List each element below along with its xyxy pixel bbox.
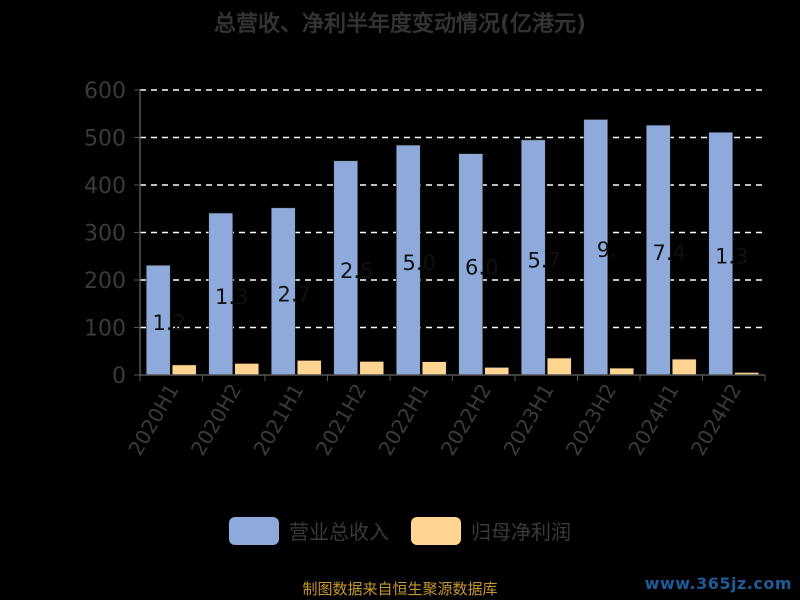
x-tick-label: 2024H1 (623, 380, 683, 460)
y-tick-label: 400 (84, 174, 126, 199)
y-tick-label: 300 (84, 222, 126, 247)
x-tick-label: 2020H1 (123, 380, 183, 460)
data-label: 1.3 (715, 245, 748, 269)
data-label: 9. (597, 238, 617, 262)
legend-item-net-profit[interactable]: 归母净利润 (411, 516, 571, 545)
x-tick-label: 2022H2 (436, 380, 496, 460)
data-label: 2.5 (340, 259, 373, 283)
x-tick-label: 2024H2 (686, 380, 746, 460)
data-label: 6.0 (465, 255, 498, 279)
y-tick-label: 500 (84, 127, 126, 152)
legend-swatch-revenue (229, 516, 279, 545)
bar-net-profit (421, 361, 447, 376)
y-tick-label: 0 (112, 364, 126, 389)
x-tick-label: 2020H2 (186, 380, 246, 460)
bar-net-profit (484, 367, 510, 376)
bar-revenue (333, 160, 359, 376)
y-tick-label: 100 (84, 317, 126, 342)
data-label: 5.0 (403, 251, 436, 275)
x-tick-label: 2023H1 (498, 380, 558, 460)
bar-revenue (145, 264, 171, 376)
data-label: 1.2 (153, 311, 186, 335)
bar-net-profit (359, 361, 385, 376)
y-tick-label: 200 (84, 269, 126, 294)
data-label: 1.3 (215, 285, 248, 309)
bar-revenue (520, 139, 546, 376)
legend-label-net-profit: 归母净利润 (471, 520, 571, 544)
bar-revenue (583, 119, 609, 376)
source-note: 制图数据来自恒生聚源数据库 (302, 580, 498, 598)
x-tick-label: 2021H2 (311, 380, 371, 460)
bar-net-profit (546, 357, 572, 376)
bar-revenue (208, 212, 234, 376)
data-label: 2.7 (278, 282, 311, 306)
x-tick-label: 2023H2 (561, 380, 621, 460)
y-tick-label: 600 (84, 79, 126, 104)
bars-layer (145, 119, 760, 376)
bar-net-profit (609, 367, 635, 376)
bar-revenue (458, 153, 484, 376)
data-label: 5.7 (528, 248, 561, 272)
chart-title: 总营收、净利半年度变动情况(亿港元) (213, 12, 587, 37)
x-tick-label: 2021H1 (248, 380, 308, 460)
legend-item-revenue[interactable]: 营业总收入 (229, 516, 389, 545)
data-label: 7.4 (653, 241, 686, 265)
bar-net-profit (234, 363, 260, 376)
bar-revenue (708, 131, 734, 376)
x-tick-label: 2022H1 (373, 380, 433, 460)
data-labels-layer: 1.2 1.3 2.7 2.5 5.0 6.0 5.7 9. 7.4 1.3 (153, 238, 749, 335)
bar-net-profit (671, 358, 697, 376)
bar-net-profit (171, 364, 197, 376)
watermark: www.365jz.com (644, 574, 792, 593)
grid-layer (140, 89, 765, 329)
legend-swatch-net-profit (411, 516, 461, 545)
bar-revenue (270, 207, 296, 376)
bar-revenue (395, 144, 421, 376)
bar-revenue (645, 124, 671, 376)
bar-net-profit (296, 360, 322, 376)
legend: 营业总收入 归母净利润 (0, 516, 800, 545)
legend-label-revenue: 营业总收入 (289, 520, 389, 544)
